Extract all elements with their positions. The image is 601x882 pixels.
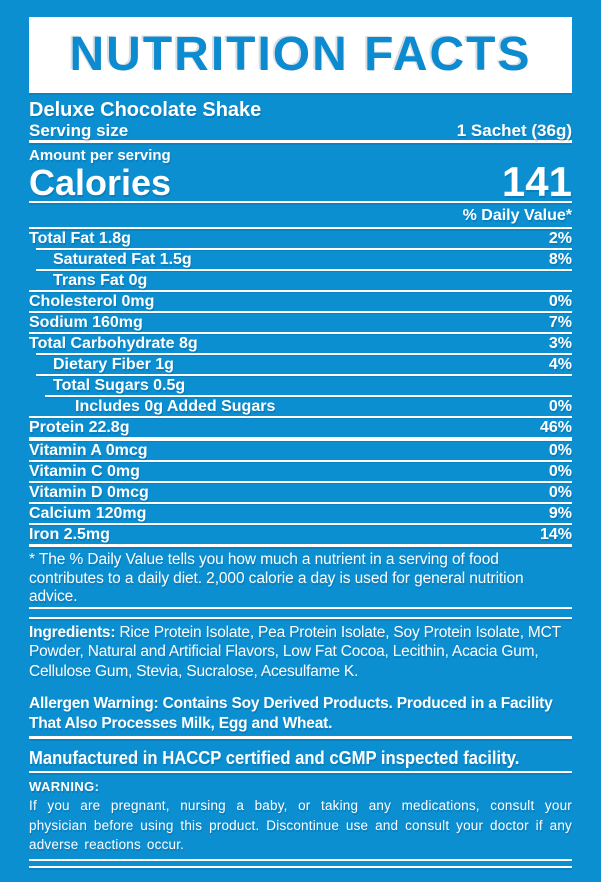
label-title: NUTRITION FACTS: [69, 28, 532, 81]
row-separator: [29, 311, 572, 313]
nutrient-row: Includes 0g Added Sugars 0%: [29, 397, 572, 416]
ingredients-paragraph: Ingredients: Rice Protein Isolate, Pea P…: [29, 623, 572, 682]
nutrient-name: Calcium 120mg: [29, 505, 147, 522]
nutrient-daily-value: 3%: [548, 335, 572, 352]
daily-value-footnote: * The % Daily Value tells you how much a…: [29, 551, 524, 605]
nutrient-name: Trans Fat 0g: [53, 272, 148, 289]
nutrient-daily-value: 9%: [548, 505, 572, 522]
nutrient-name: Vitamin C 0mg: [29, 463, 140, 480]
nutrient-daily-value: 14%: [539, 526, 572, 543]
row-separator: [29, 332, 572, 334]
nutrient-row: Total Carbohydrate 8g 3%: [29, 334, 572, 353]
row-separator: [29, 502, 572, 504]
serving-size-label: Serving size: [29, 121, 129, 140]
nutrient-name: Vitamin D 0mcg: [29, 484, 149, 501]
nutrient-row: Dietary Fiber 1g 4%: [29, 355, 572, 374]
rule-under-dv-header: [29, 227, 572, 229]
row-separator: [36, 248, 572, 250]
warning-text: If you are pregnant, nursing a baby, or …: [29, 798, 572, 852]
nutrient-row: Iron 2.5mg 14%: [29, 525, 572, 544]
nutrient-daily-value: 0%: [548, 463, 572, 480]
nutrient-row: Trans Fat 0g: [29, 271, 572, 290]
nutrient-daily-value: 0%: [548, 442, 572, 459]
nutrient-row: Vitamin D 0mcg 0%: [29, 483, 572, 502]
nutrient-name: Includes 0g Added Sugars: [75, 398, 276, 415]
serving-size-value: 1 Sachet (36g): [456, 121, 572, 140]
warning-label: WARNING:: [29, 779, 100, 794]
nutrient-row: Saturated Fat 1.5g 8%: [29, 250, 572, 269]
rule-under-serving: [29, 140, 572, 143]
nutrient-name: Cholesterol 0mg: [29, 293, 155, 310]
nutrient-name: Total Sugars 0.5g: [53, 377, 186, 394]
daily-value-header: % Daily Value*: [462, 207, 572, 224]
allergen-label: Allergen Warning:: [29, 695, 159, 712]
row-separator: [36, 269, 572, 271]
rule-under-table: [29, 544, 572, 547]
nutrient-daily-value: 0%: [548, 484, 572, 501]
ingredients-text: Rice Protein Isolate, Pea Protein Isolat…: [29, 623, 561, 680]
nutrient-daily-value: 0%: [548, 293, 572, 310]
row-separator: [29, 523, 572, 525]
rule-under-manufactured: [29, 770, 572, 773]
nutrient-daily-value: 7%: [548, 314, 572, 331]
serving-size-row: Serving size 1 Sachet (36g): [29, 121, 572, 140]
nutrient-table: Total Fat 1.8g 2% Saturated Fat 1.5g 8% Tran…: [29, 229, 572, 544]
nutrient-daily-value: 4%: [548, 356, 572, 373]
row-separator: [29, 481, 572, 483]
nutrient-name: Iron 2.5mg: [29, 526, 110, 543]
double-rule-under-footnote: [29, 606, 572, 619]
nutrient-name: Vitamin A 0mcg: [29, 442, 148, 459]
nutrient-name: Total Carbohydrate 8g: [29, 335, 198, 352]
nutrient-row: Vitamin C 0mg 0%: [29, 462, 572, 481]
nutrient-daily-value: 2%: [548, 230, 572, 247]
calories-value: 141: [501, 158, 572, 205]
row-separator: [29, 437, 572, 441]
calories-row: Calories 141: [29, 158, 572, 205]
nutrient-row: Protein 22.8g 46%: [29, 418, 572, 437]
bottom-rule: [29, 858, 572, 868]
nutrient-name: Protein 22.8g: [29, 419, 130, 436]
nutrient-row: Total Fat 1.8g 2%: [29, 229, 572, 248]
ingredients-label: Ingredients:: [29, 623, 116, 641]
nutrient-row: Calcium 120mg 9%: [29, 504, 572, 523]
row-separator: [36, 374, 572, 376]
nutrient-row: Total Sugars 0.5g: [29, 376, 572, 395]
nutrient-row: Sodium 160mg 7%: [29, 313, 572, 332]
nutrient-name: Dietary Fiber 1g: [53, 356, 174, 373]
allergen-paragraph: Allergen Warning: Contains Soy Derived P…: [29, 694, 572, 733]
amount-per-serving-label: Amount per serving: [29, 147, 171, 164]
nutrient-row: Vitamin A 0mcg 0%: [29, 441, 572, 460]
nutrient-name: Total Fat 1.8g: [29, 230, 131, 247]
rule-under-allergen: [29, 736, 572, 739]
row-separator: [29, 416, 572, 418]
nutrient-daily-value: 8%: [548, 251, 572, 268]
calories-label: Calories: [29, 162, 172, 203]
row-separator: [29, 290, 572, 292]
row-separator: [29, 460, 572, 462]
nutrient-row: Cholesterol 0mg 0%: [29, 292, 572, 311]
nutrient-daily-value: 46%: [539, 419, 572, 436]
nutrient-name: Sodium 160mg: [29, 314, 143, 331]
row-separator: [45, 395, 572, 397]
nutrient-daily-value: 0%: [548, 398, 572, 415]
title-panel: NUTRITION FACTS: [29, 17, 572, 93]
rule-under-calories: [29, 201, 572, 203]
nutrient-name: Saturated Fat 1.5g: [53, 251, 192, 268]
row-separator: [36, 353, 572, 355]
allergen-text: Contains Soy Derived Products. Produced …: [29, 695, 553, 732]
product-name: Deluxe Chocolate Shake: [29, 99, 262, 121]
manufactured-statement: Manufactured in HACCP certified and cGMP…: [29, 746, 520, 768]
